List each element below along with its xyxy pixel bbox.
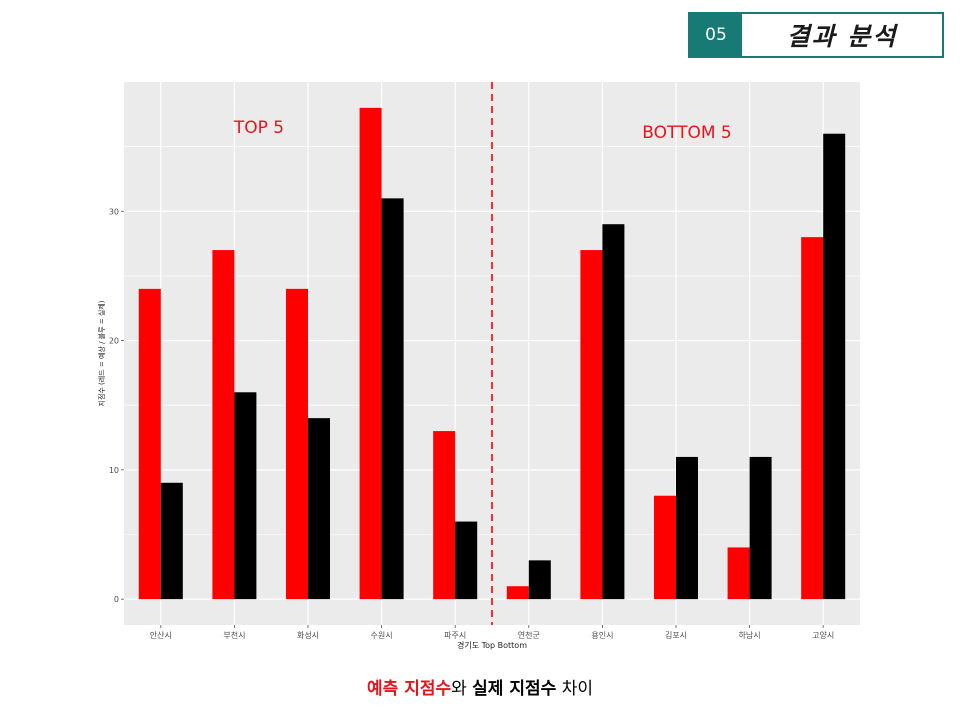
bar-actual-6: [602, 224, 625, 600]
annotation-top5: TOP 5: [233, 118, 284, 138]
chart-caption: 예측 지점수와 실제 지점수 차이: [0, 674, 960, 699]
y-tick-label: 10: [109, 466, 119, 475]
y-tick-label: 0: [114, 595, 119, 604]
bar-actual-1: [234, 392, 257, 600]
x-tick-label: 고양시: [812, 631, 834, 640]
x-tick-label: 김포시: [665, 630, 687, 640]
caption-predicted: 예측 지점수: [367, 679, 452, 699]
y-axis-title: 지점수 (레드 = 예상 / 블루 = 실제): [97, 300, 106, 406]
x-tick-label: 연천군: [518, 630, 540, 640]
x-axis-title: 경기도 Top Bottom: [457, 640, 527, 650]
bar-predicted-7: [654, 495, 676, 600]
bar-actual-2: [308, 418, 330, 600]
section-title: 결과 분석: [786, 22, 898, 51]
bar-predicted-2: [286, 288, 308, 600]
annotation-bottom5: BOTTOM 5: [642, 123, 731, 143]
bar-actual-9: [823, 133, 846, 600]
caption-connector: 와: [451, 679, 473, 699]
x-tick-label: 파주시: [444, 631, 466, 640]
bar-predicted-9: [801, 237, 824, 600]
x-tick-label: 부천시: [223, 630, 245, 640]
section-number: 05: [690, 14, 742, 56]
bar-predicted-0: [138, 288, 161, 600]
x-tick-label: 화성시: [297, 631, 319, 640]
caption-actual: 실제 지점수: [472, 679, 557, 699]
bar-predicted-4: [433, 431, 456, 600]
bar-actual-8: [749, 456, 772, 600]
x-tick-label: 수원시: [371, 631, 393, 640]
bar-predicted-5: [506, 586, 529, 600]
bar-predicted-1: [212, 250, 235, 600]
y-tick-label: 30: [109, 207, 119, 216]
bar-actual-4: [455, 521, 478, 600]
bar-actual-0: [160, 482, 183, 600]
bar-predicted-6: [580, 250, 603, 600]
caption-difference: 차이: [556, 679, 593, 699]
section-header: 05 결과 분석: [688, 12, 944, 58]
bar-actual-7: [676, 456, 698, 600]
bar-predicted-3: [359, 107, 382, 600]
x-tick-label: 용인시: [591, 630, 613, 640]
bar-actual-3: [381, 198, 404, 600]
x-tick-label: 안산시: [150, 630, 172, 640]
bar-actual-5: [528, 560, 551, 600]
bar-chart: 0 10 20 30 안산시 부천시 화성시 수원시 파주시 연천군 용인시 김포시 하남시 고양시경기도…: [97, 82, 860, 650]
x-tick-label: 하남시: [739, 630, 761, 640]
y-tick-label: 20: [109, 337, 119, 346]
bar-predicted-8: [727, 547, 750, 600]
